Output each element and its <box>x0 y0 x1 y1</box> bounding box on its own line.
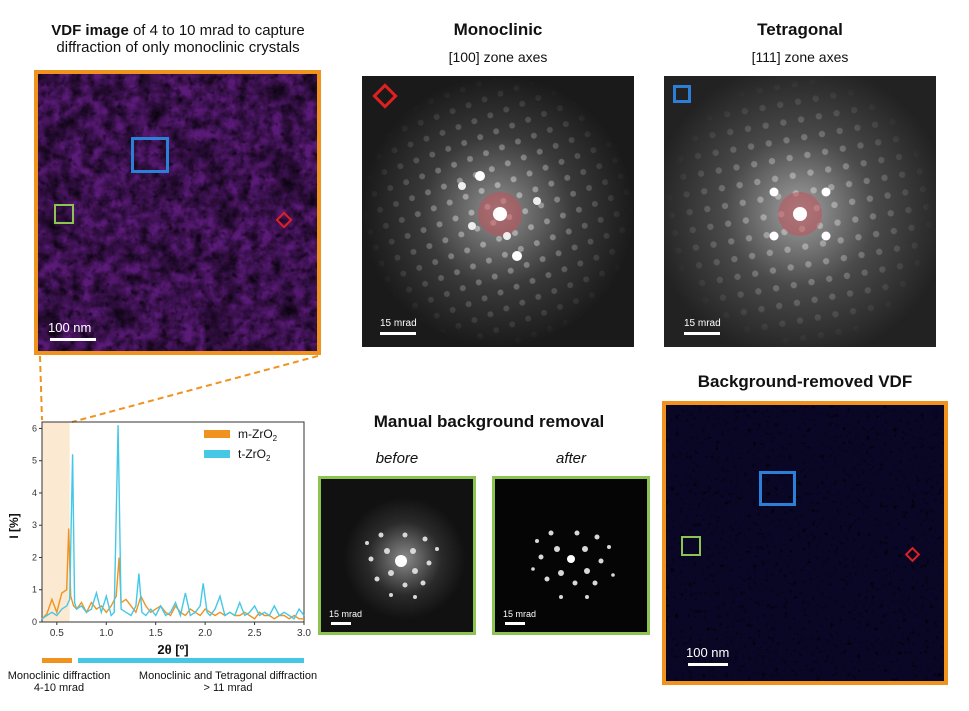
y-tick-label: 0 <box>32 617 37 627</box>
tetragonal-range-line1: Monoclinic and Tetragonal diffraction <box>138 670 318 682</box>
y-tick-label: 1 <box>32 585 37 595</box>
monoclinic-range-bar <box>42 658 72 663</box>
tetragonal-pattern-panel: 15 mrad <box>664 76 936 347</box>
before-pattern-panel: 15 mrad <box>318 476 476 635</box>
after-pattern <box>495 479 647 632</box>
vdf-scale-label: 100 nm <box>48 320 92 335</box>
y-tick-label: 6 <box>32 423 37 433</box>
before-pattern <box>321 479 473 632</box>
y-tick-label: 2 <box>32 552 37 562</box>
legend-swatch-1 <box>204 450 230 458</box>
tetragonal-pattern <box>664 76 936 347</box>
series-line-t-ZrO2 <box>41 425 305 620</box>
blue-square-marker <box>673 85 691 103</box>
shaded-region <box>42 422 70 622</box>
legend-label-1: t-ZrO2 <box>238 447 271 463</box>
x-tick-label: 2.0 <box>198 628 212 639</box>
x-tick-label: 0.5 <box>50 628 64 639</box>
vdf-scale-bar <box>50 338 96 341</box>
bg-removed-scale-bar <box>688 663 728 666</box>
bg-removed-title: Background-removed VDF <box>697 372 913 391</box>
x-axis-label: 2θ [º] <box>157 642 188 657</box>
vdf-image-panel: 100 nm <box>34 70 321 355</box>
connector-right <box>71 355 319 423</box>
before-label: before <box>375 450 419 467</box>
legend-subscript: 2 <box>266 454 271 463</box>
vdf-title-bold: VDF image <box>51 22 129 39</box>
monoclinic-range-line1: Monoclinic diffraction <box>7 670 111 682</box>
before-scale-bar <box>331 622 351 625</box>
y-tick-label: 4 <box>32 488 37 498</box>
vdf-title: VDF image of 4 to 10 mrad to capture dif… <box>28 22 328 56</box>
after-pattern-panel: 15 mrad <box>492 476 650 635</box>
blue-square-marker <box>759 471 796 506</box>
tetragonal-scale-bar <box>684 332 720 335</box>
green-square-marker <box>54 204 74 224</box>
tetragonal-range-label: Monoclinic and Tetragonal diffraction > … <box>122 670 334 694</box>
x-tick-label: 3.0 <box>297 628 311 639</box>
after-label: after <box>555 450 586 467</box>
plot-frame <box>41 421 305 623</box>
tetragonal-scale-label: 15 mrad <box>684 318 721 329</box>
monoclinic-pattern-panel: 15 mrad <box>362 76 634 347</box>
x-tick-label: 1.0 <box>99 628 113 639</box>
y-tick-label: 5 <box>32 456 37 466</box>
monoclinic-range-label: Monoclinic diffraction 4-10 mrad <box>0 670 118 694</box>
series-line-m-ZrO2 <box>41 528 304 620</box>
blue-square-marker <box>131 137 169 173</box>
tetragonal-zone: [111] zone axes <box>751 49 849 65</box>
xrd-chart: 0 1 2 3 4 5 6 0.5 1.0 1.5 2.0 2.5 3.0 2θ [º] I [%] m-Zr… <box>7 421 311 657</box>
legend-label-0: m-ZrO2 <box>238 427 278 443</box>
legend-swatch-0 <box>204 430 230 438</box>
y-axis-label: I [%] <box>7 513 21 538</box>
bg-removed-scale-label: 100 nm <box>686 645 730 660</box>
vdf-title-line2: diffraction of only monoclinic crystals <box>56 39 300 56</box>
before-scale-label: 15 mrad <box>329 609 363 619</box>
bg-removed-panel: 100 nm <box>662 401 948 685</box>
connector-left <box>39 355 43 421</box>
legend-subscript: 2 <box>273 434 278 443</box>
after-scale-bar <box>505 622 525 625</box>
monoclinic-title: Monoclinic <box>453 20 543 39</box>
monoclinic-scale-bar <box>380 332 416 335</box>
x-tick-label: 2.5 <box>248 628 262 639</box>
vdf-image <box>38 74 317 351</box>
monoclinic-scale-label: 15 mrad <box>380 318 417 329</box>
vdf-title-rest: of 4 to 10 mrad to capture <box>128 22 305 39</box>
monoclinic-pattern <box>362 76 634 347</box>
x-tick-label: 1.5 <box>149 628 163 639</box>
bg-removed-image <box>666 405 944 681</box>
monoclinic-zone: [100] zone axes <box>448 49 548 65</box>
manual-removal-title: Manual background removal <box>373 412 605 431</box>
tetragonal-range-bar <box>78 658 304 663</box>
tetragonal-title: Tetragonal <box>757 20 843 39</box>
monoclinic-range-line2: 4-10 mrad <box>33 682 85 694</box>
y-tick-label: 3 <box>32 520 37 530</box>
after-scale-label: 15 mrad <box>503 609 537 619</box>
tetragonal-range-line2: > 11 mrad <box>203 682 253 694</box>
green-square-marker <box>681 536 701 556</box>
